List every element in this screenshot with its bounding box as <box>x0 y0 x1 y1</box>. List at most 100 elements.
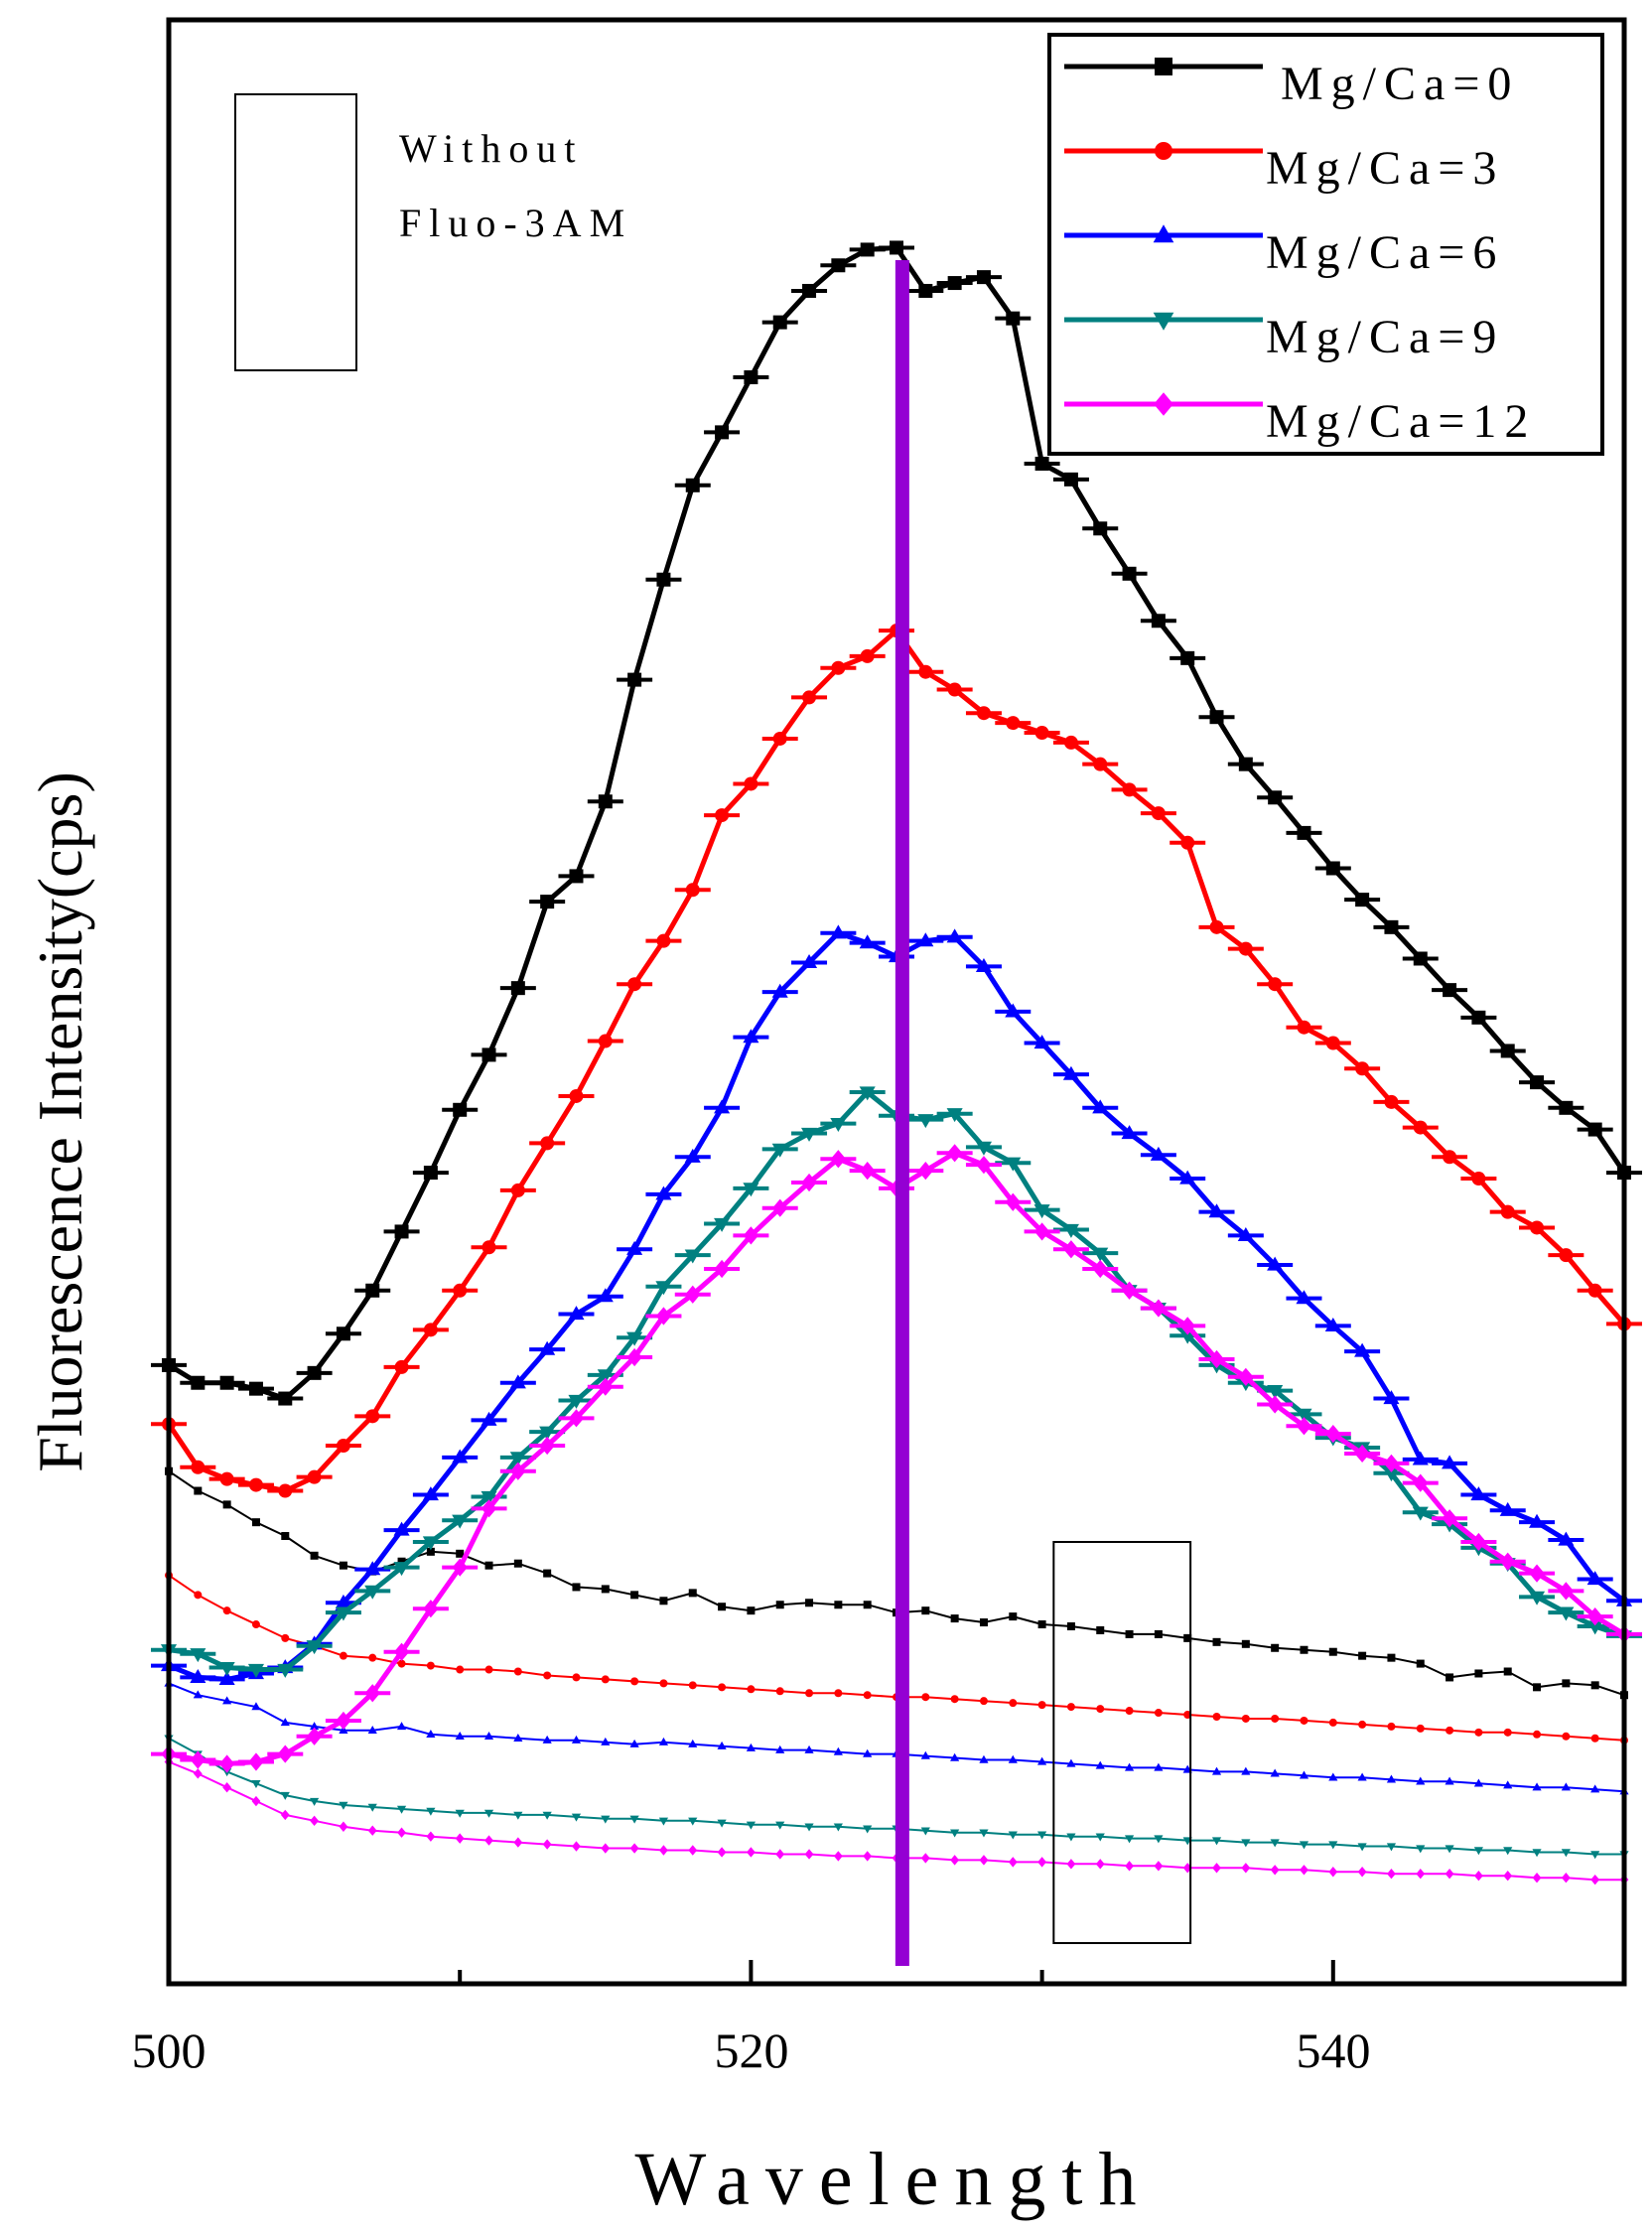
data-point <box>1532 1849 1542 1858</box>
data-point <box>484 1665 493 1674</box>
data-point <box>1325 861 1340 876</box>
data-point <box>1034 726 1049 741</box>
data-point <box>714 1099 731 1114</box>
data-point <box>539 1426 556 1441</box>
data-point <box>863 1601 872 1609</box>
data-point <box>946 1144 963 1163</box>
data-point <box>1445 1776 1454 1785</box>
data-point <box>627 977 642 992</box>
data-point <box>1125 1707 1134 1716</box>
data-point <box>426 1831 436 1842</box>
data-point <box>1241 1639 1250 1648</box>
data-point <box>688 1817 698 1826</box>
data-point <box>1005 1003 1022 1018</box>
data-point <box>1154 1709 1163 1718</box>
annotation-line-2: Fluo-3AM <box>399 201 632 245</box>
data-point <box>540 895 555 909</box>
data-point <box>572 1583 581 1592</box>
data-point <box>1413 1120 1428 1135</box>
data-point <box>281 1633 290 1642</box>
data-point <box>688 1589 697 1598</box>
data-point <box>426 1729 436 1738</box>
data-point <box>1443 983 1457 998</box>
data-point <box>834 1601 843 1609</box>
data-point <box>1212 1637 1221 1646</box>
x-axis-title: Wavelength <box>634 2138 1152 2221</box>
data-point <box>339 1821 348 1832</box>
data-point <box>1154 1762 1164 1771</box>
data-point <box>1179 1170 1196 1185</box>
data-point <box>1473 1778 1483 1787</box>
data-point <box>339 1651 347 1660</box>
data-point <box>775 1687 784 1696</box>
data-point <box>222 1500 231 1509</box>
data-point <box>1297 1020 1311 1035</box>
data-point <box>975 957 993 972</box>
data-point <box>918 664 933 679</box>
y-axis-title: Fluorescence Intensity(cps) <box>25 771 95 1472</box>
data-point <box>1416 1845 1426 1854</box>
data-point <box>863 1691 872 1700</box>
data-point <box>629 1739 639 1747</box>
legend-marker-1 <box>1155 142 1172 160</box>
legend-label-0: Mg/Ca=0 <box>1281 58 1519 110</box>
data-point <box>422 1536 439 1551</box>
data-point <box>222 1696 232 1705</box>
data-point <box>1500 1204 1515 1219</box>
data-point <box>1328 1718 1337 1727</box>
data-point <box>946 928 963 943</box>
data-point <box>364 1684 380 1703</box>
data-point <box>979 1754 989 1763</box>
annotation-swatch-box <box>234 93 357 371</box>
data-point <box>830 1118 847 1133</box>
x-tick-label-540: 540 <box>1297 2023 1371 2078</box>
data-point <box>1095 1760 1105 1769</box>
data-point <box>598 794 613 809</box>
data-point <box>833 1823 843 1832</box>
data-point <box>1005 1157 1022 1172</box>
data-point <box>1503 1780 1513 1789</box>
data-point <box>1268 790 1283 805</box>
data-point <box>747 1847 756 1858</box>
data-point <box>1412 1451 1429 1465</box>
data-point <box>655 1281 672 1296</box>
data-point <box>1092 1247 1109 1262</box>
data-point <box>1559 1100 1574 1115</box>
data-point <box>1590 1874 1600 1885</box>
data-point <box>772 731 787 746</box>
data-point <box>367 1726 377 1735</box>
data-point <box>422 1486 439 1501</box>
data-point <box>1096 1625 1105 1634</box>
data-point <box>1179 1317 1195 1335</box>
data-point <box>219 1471 234 1486</box>
data-point <box>1357 1843 1367 1852</box>
data-point <box>598 1034 613 1048</box>
data-point <box>569 869 584 884</box>
data-point <box>543 1569 552 1578</box>
data-point <box>1324 1317 1341 1331</box>
data-point <box>306 1640 323 1655</box>
plot-frame <box>166 17 1627 1987</box>
data-point <box>1151 1299 1167 1318</box>
data-point <box>1357 1772 1367 1781</box>
data-point <box>1386 1843 1397 1852</box>
data-point <box>1212 1712 1221 1721</box>
data-point <box>659 1845 668 1856</box>
data-point <box>367 1825 377 1836</box>
data-point <box>1470 1532 1487 1552</box>
data-point <box>483 1809 494 1818</box>
data-point <box>950 1829 960 1838</box>
data-point <box>1008 1754 1018 1763</box>
data-point <box>310 1551 319 1560</box>
data-point <box>863 1851 873 1862</box>
data-point <box>396 1805 407 1814</box>
data-point <box>1209 919 1224 934</box>
data-point <box>717 1741 727 1749</box>
data-point <box>1383 1467 1400 1482</box>
data-point <box>393 1642 410 1661</box>
data-point <box>336 1326 350 1341</box>
data-point <box>1416 1869 1426 1880</box>
data-point <box>251 1518 260 1527</box>
data-point <box>193 1768 203 1779</box>
data-point <box>771 1143 788 1158</box>
